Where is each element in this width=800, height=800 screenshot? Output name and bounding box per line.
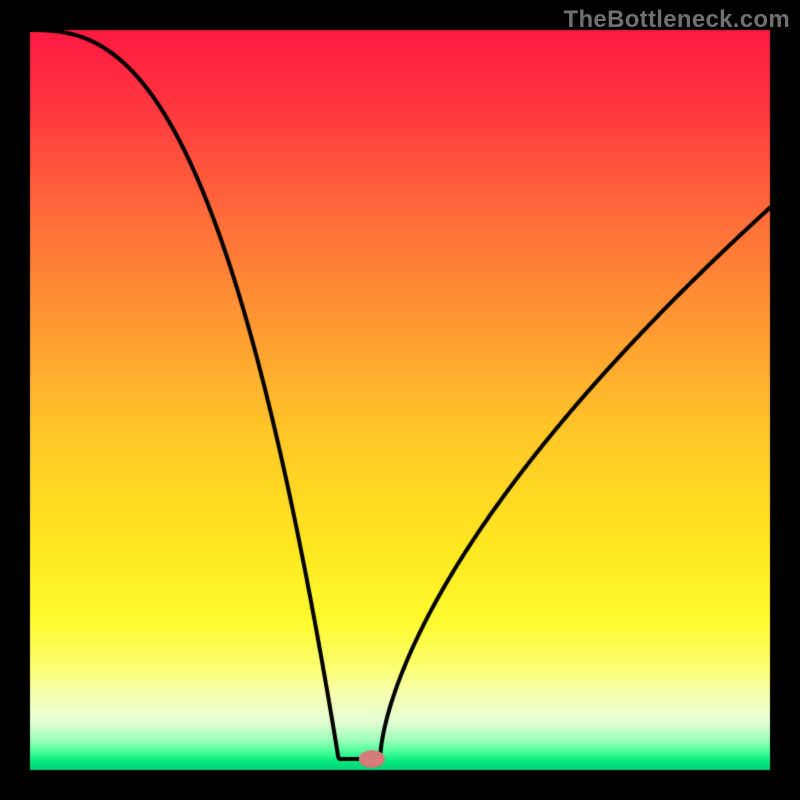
bottleneck-chart [0,0,800,800]
